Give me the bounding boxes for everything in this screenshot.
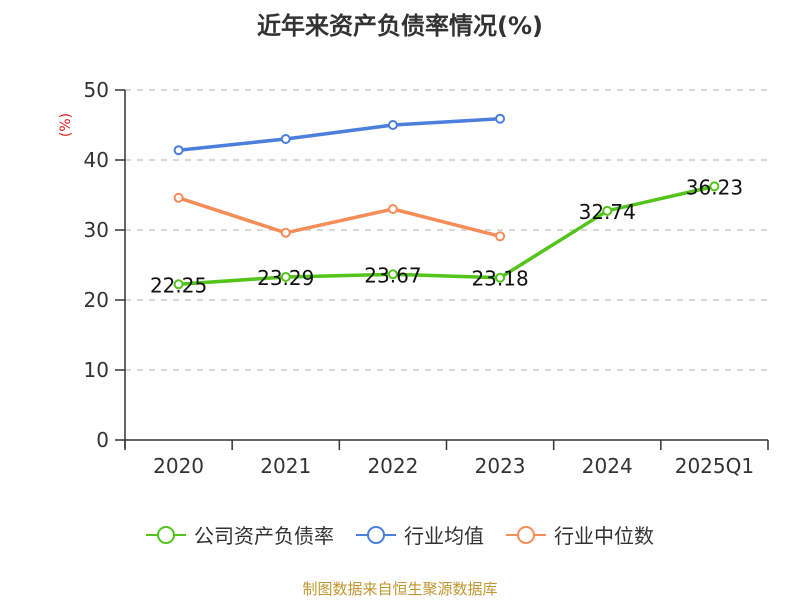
x-tick-label: 2025Q1 — [675, 454, 754, 478]
legend-label: 行业中位数 — [554, 524, 654, 548]
data-point[interactable] — [495, 113, 506, 124]
legend-label: 行业均值 — [404, 524, 484, 548]
data-label: 23.18 — [471, 267, 528, 291]
x-tick-label: 2024 — [582, 454, 633, 478]
y-tick-label: 20 — [84, 288, 109, 312]
data-source-note: 制图数据来自恒生聚源数据库 — [302, 580, 498, 598]
legend-item-industry-median[interactable]: 行业中位数 — [506, 520, 654, 549]
data-label: 36.23 — [686, 175, 743, 199]
data-point[interactable] — [280, 271, 291, 282]
x-tick-label: 2023 — [475, 454, 526, 478]
series-line — [178, 184, 715, 286]
data-point[interactable] — [280, 134, 291, 144]
data-label: 23.67 — [364, 263, 421, 287]
data-point[interactable] — [495, 272, 506, 283]
data-label: 23.29 — [257, 266, 314, 290]
legend-item-company[interactable]: 公司资产负债率 — [146, 520, 334, 549]
y-tick-label: 10 — [84, 358, 109, 382]
legend-line-circle-icon — [356, 525, 396, 544]
data-point[interactable] — [280, 227, 291, 238]
data-label: 32.74 — [579, 200, 636, 224]
data-point[interactable] — [387, 204, 398, 214]
data-point[interactable] — [387, 269, 398, 280]
data-point[interactable] — [387, 120, 398, 130]
legend: 公司资产负债率 行业均值 行业中位数 — [0, 520, 800, 549]
data-point[interactable] — [173, 279, 184, 290]
y-tick-label: 50 — [84, 78, 109, 102]
data-point[interactable] — [173, 192, 184, 203]
y-tick-label: 30 — [84, 218, 109, 242]
x-tick-label: 2022 — [367, 454, 418, 478]
series-line — [178, 196, 501, 238]
legend-line-circle-icon — [506, 525, 546, 544]
x-tick-label: 2021 — [260, 454, 311, 478]
series-line — [178, 116, 501, 152]
y-tick-label: 40 — [84, 148, 109, 172]
legend-label: 公司资产负债率 — [194, 524, 334, 548]
data-point[interactable] — [602, 205, 613, 216]
legend-item-industry-average[interactable]: 行业均值 — [356, 520, 484, 549]
legend-line-circle-icon — [146, 525, 186, 544]
y-tick-label: 0 — [96, 428, 109, 452]
data-point[interactable] — [173, 145, 184, 156]
x-tick-label: 2020 — [153, 454, 204, 478]
data-label: 22.25 — [150, 273, 207, 297]
data-point[interactable] — [709, 181, 720, 192]
y-axis-unit: (%) — [58, 113, 74, 137]
chart-title: 近年来资产负债率情况(%) — [257, 12, 543, 40]
data-point[interactable] — [495, 231, 506, 242]
